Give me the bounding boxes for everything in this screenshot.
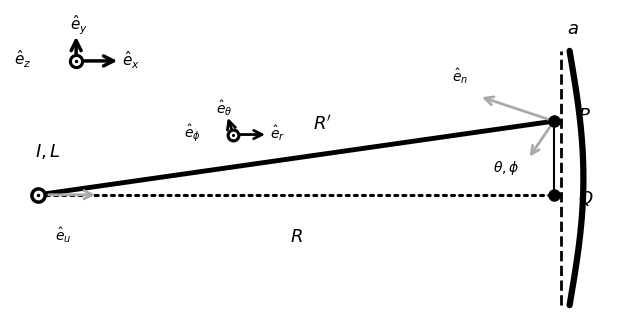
Text: $\hat{e}_z$: $\hat{e}_z$ <box>14 48 32 70</box>
Text: $\hat{e}_u$: $\hat{e}_u$ <box>55 225 72 245</box>
Text: $a$: $a$ <box>567 19 578 38</box>
Text: $\hat{e}_\phi$: $\hat{e}_\phi$ <box>184 123 201 144</box>
Text: $Q$: $Q$ <box>578 189 593 208</box>
Text: $\hat{e}_n$: $\hat{e}_n$ <box>452 67 469 86</box>
Text: $\hat{e}_y$: $\hat{e}_y$ <box>71 14 88 37</box>
Text: $\theta, \phi$: $\theta, \phi$ <box>493 159 519 177</box>
Text: $\hat{e}_x$: $\hat{e}_x$ <box>122 49 140 71</box>
Text: $\hat{e}_\theta$: $\hat{e}_\theta$ <box>215 98 232 118</box>
Text: $P$: $P$ <box>578 107 590 125</box>
Text: $\hat{e}_r$: $\hat{e}_r$ <box>270 124 285 143</box>
Text: $I, L$: $I, L$ <box>35 142 60 161</box>
Text: $R'$: $R'$ <box>313 115 332 134</box>
Text: $R$: $R$ <box>290 228 302 246</box>
